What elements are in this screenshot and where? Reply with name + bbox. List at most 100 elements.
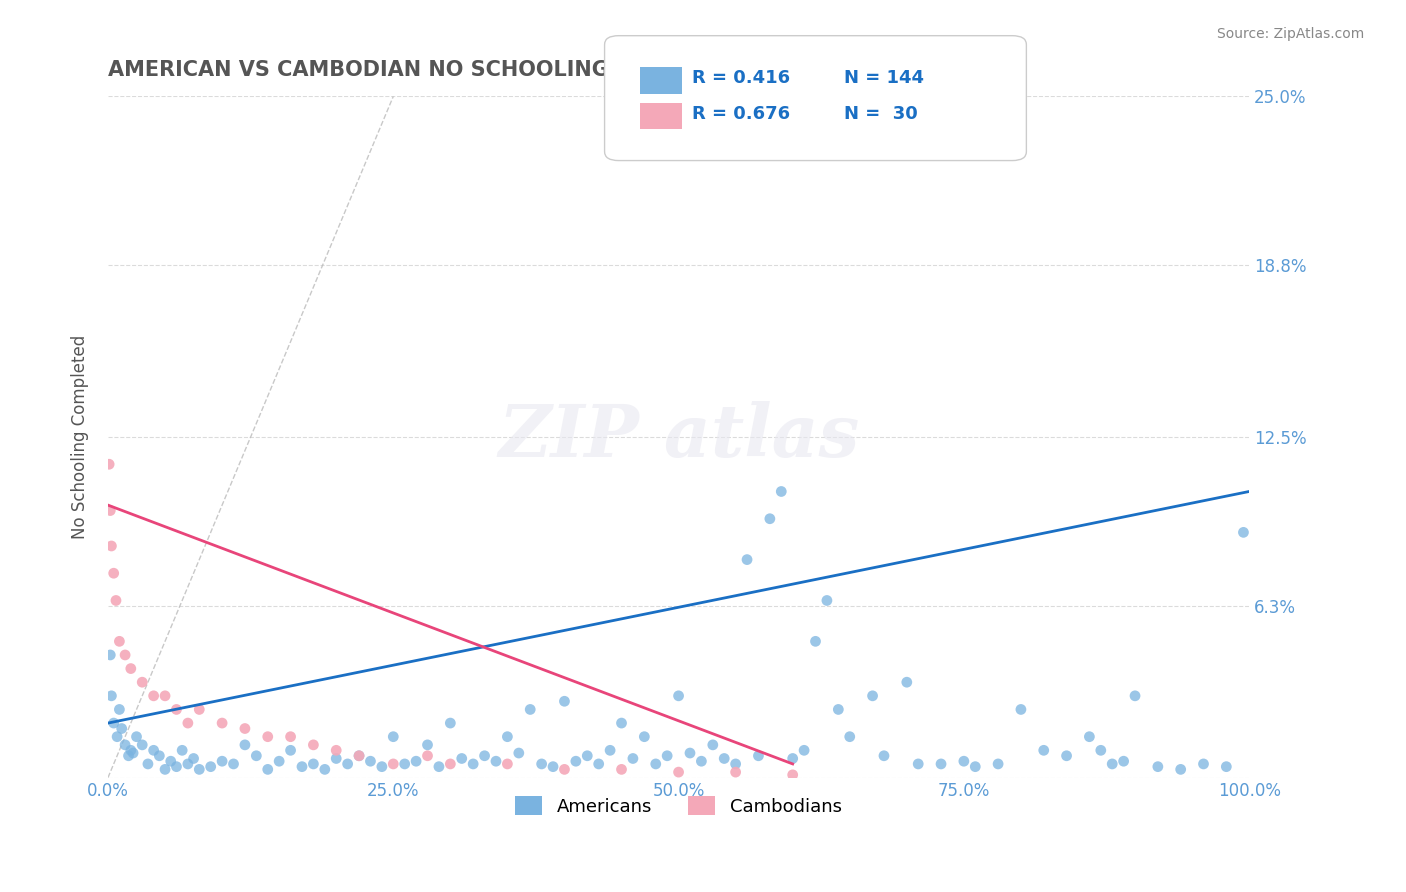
Cambodians [233,722,256,736]
Americans [953,754,976,768]
Cambodians [496,756,519,771]
Americans [1215,759,1237,773]
Americans [770,484,793,499]
Cambodians [153,689,176,703]
Text: ZIP atlas: ZIP atlas [498,401,859,473]
Americans [122,746,145,760]
Cambodians [668,765,690,780]
Cambodians [131,675,153,690]
Cambodians [553,763,575,777]
Cambodians [166,702,188,716]
Americans [929,756,952,771]
Americans [450,751,472,765]
Americans [463,756,485,771]
Text: N =  30: N = 30 [844,105,917,123]
Americans [439,716,461,731]
Americans [142,743,165,757]
Americans [644,756,666,771]
Americans [896,675,918,690]
Americans [668,689,690,703]
Cambodians [724,765,747,780]
Americans [1090,743,1112,757]
Americans [1147,759,1170,773]
Americans [690,754,713,768]
Text: R = 0.676: R = 0.676 [692,105,790,123]
Americans [166,759,188,773]
Americans [621,751,644,765]
Americans [759,512,782,526]
Americans [1123,689,1146,703]
Americans [159,754,181,768]
Americans [804,634,827,648]
Americans [553,694,575,708]
Americans [222,756,245,771]
Americans [508,746,530,760]
Cambodians [142,689,165,703]
Americans [100,689,122,703]
Americans [136,756,159,771]
Cambodians [302,738,325,752]
Text: Source: ZipAtlas.com: Source: ZipAtlas.com [1216,27,1364,41]
Americans [131,738,153,752]
Americans [183,751,205,765]
Americans [416,738,439,752]
Americans [838,730,860,744]
Americans [610,716,633,731]
Cambodians [177,716,200,731]
Americans [200,759,222,773]
Text: AMERICAN VS CAMBODIAN NO SCHOOLING COMPLETED CORRELATION CHART: AMERICAN VS CAMBODIAN NO SCHOOLING COMPL… [108,60,1015,79]
Americans [793,743,815,757]
Americans [280,743,302,757]
Cambodians [382,756,405,771]
Cambodians [325,743,347,757]
Americans [519,702,541,716]
Cambodians [188,702,211,716]
Americans [588,756,610,771]
Americans [427,759,450,773]
Americans [815,593,838,607]
Americans [336,756,359,771]
Cambodians [782,768,804,782]
Americans [782,751,804,765]
Text: R = 0.416: R = 0.416 [692,70,790,87]
Americans [117,748,139,763]
Americans [245,748,267,763]
Americans [347,748,370,763]
Americans [314,763,336,777]
Americans [1101,756,1123,771]
Y-axis label: No Schooling Completed: No Schooling Completed [72,334,89,539]
Cambodians [104,593,127,607]
Americans [172,743,194,757]
Americans [965,759,987,773]
Americans [148,748,170,763]
Cambodians [416,748,439,763]
Americans [394,756,416,771]
Americans [177,756,200,771]
Americans [987,756,1010,771]
Americans [1078,730,1101,744]
Americans [657,748,679,763]
Americans [188,763,211,777]
Americans [724,756,747,771]
Cambodians [100,539,122,553]
Americans [405,754,427,768]
Americans [256,763,278,777]
Americans [120,743,142,757]
Americans [474,748,496,763]
Americans [114,738,136,752]
Americans [496,730,519,744]
Americans [599,743,621,757]
Cambodians [108,634,131,648]
Americans [907,756,929,771]
Americans [679,746,702,760]
Americans [1010,702,1032,716]
Cambodians [347,748,370,763]
Cambodians [103,566,125,581]
Americans [269,754,291,768]
Americans [1112,754,1135,768]
Americans [1056,748,1078,763]
Cambodians [114,648,136,662]
Americans [576,748,599,763]
Americans [633,730,655,744]
Americans [565,754,588,768]
